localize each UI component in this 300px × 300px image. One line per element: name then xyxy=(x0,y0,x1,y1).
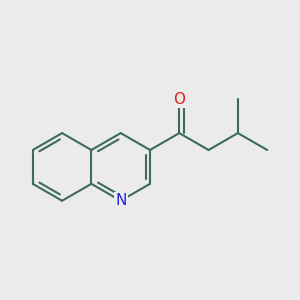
Text: N: N xyxy=(115,193,126,208)
Text: O: O xyxy=(173,92,185,107)
